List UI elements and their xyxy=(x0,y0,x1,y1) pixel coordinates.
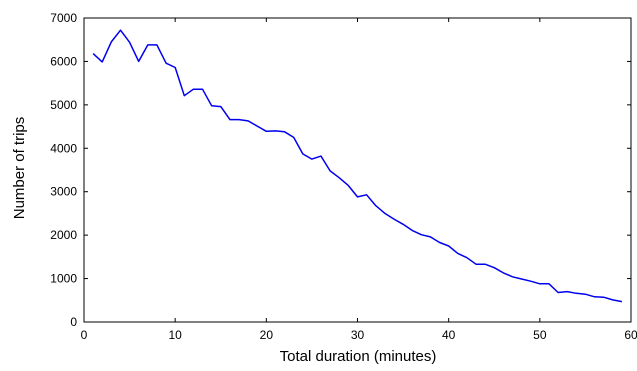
axis-ticks xyxy=(83,17,632,323)
y-tick-label: 1000 xyxy=(50,272,77,286)
y-tick-label: 3000 xyxy=(50,185,77,199)
series-line xyxy=(92,29,623,303)
x-axis-label: Total duration (minutes) xyxy=(280,348,437,365)
y-tick-label: 5000 xyxy=(50,98,77,112)
x-tick-label: 10 xyxy=(168,328,182,342)
x-tick-label: 30 xyxy=(351,328,365,342)
y-tick-label: 7000 xyxy=(50,11,77,25)
y-axis-label: Number of trips xyxy=(11,117,28,220)
y-tick-label: 6000 xyxy=(50,54,77,68)
y-tick-label: 4000 xyxy=(50,141,77,155)
y-tick-label: 2000 xyxy=(50,228,77,242)
x-tick-label: 50 xyxy=(533,328,547,342)
y-tick-labels: 0 1000 2000 3000 4000 5000 6000 7000 xyxy=(50,11,77,329)
x-tick-label: 0 xyxy=(81,328,88,342)
x-tick-label: 60 xyxy=(624,328,637,342)
x-tick-labels: 0 10 20 30 40 50 60 xyxy=(81,328,637,342)
x-tick-label: 40 xyxy=(442,328,456,342)
x-tick-label: 20 xyxy=(260,328,274,342)
y-tick-label: 0 xyxy=(70,315,77,329)
series-layer xyxy=(92,29,623,303)
